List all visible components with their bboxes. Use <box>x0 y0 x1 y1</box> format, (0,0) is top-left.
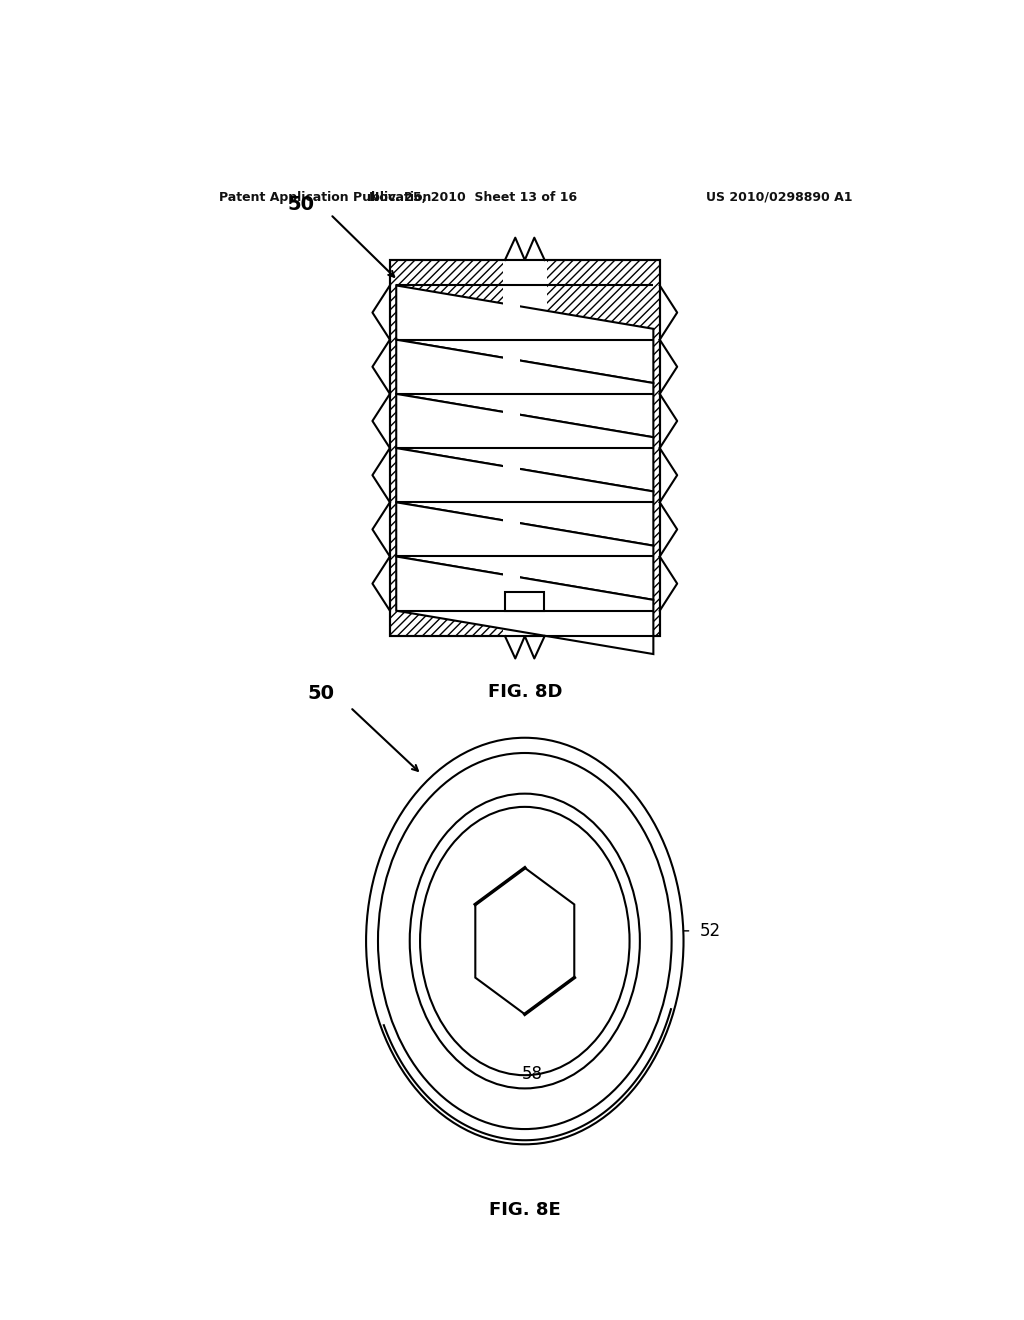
Text: 50: 50 <box>307 684 334 702</box>
Text: Nov. 25, 2010  Sheet 13 of 16: Nov. 25, 2010 Sheet 13 of 16 <box>370 190 578 203</box>
Circle shape <box>378 752 672 1129</box>
Text: FIG. 8D: FIG. 8D <box>487 682 562 701</box>
Text: 58: 58 <box>522 1065 544 1084</box>
Bar <box>503 260 547 636</box>
Bar <box>390 260 659 636</box>
Text: 50: 50 <box>288 194 314 214</box>
Text: Patent Application Publication: Patent Application Publication <box>219 190 432 203</box>
Polygon shape <box>396 503 653 599</box>
Text: FIG. 8E: FIG. 8E <box>488 1201 561 1220</box>
Polygon shape <box>396 447 653 545</box>
Polygon shape <box>475 867 574 1014</box>
Bar <box>390 260 659 636</box>
Bar <box>505 593 545 611</box>
Circle shape <box>420 807 630 1076</box>
Polygon shape <box>396 393 653 491</box>
Polygon shape <box>396 285 653 383</box>
Polygon shape <box>396 557 653 655</box>
Circle shape <box>366 738 684 1144</box>
Circle shape <box>410 793 640 1089</box>
Text: US 2010/0298890 A1: US 2010/0298890 A1 <box>706 190 852 203</box>
Polygon shape <box>396 339 653 437</box>
Bar <box>503 280 520 615</box>
Text: 52: 52 <box>699 921 721 940</box>
